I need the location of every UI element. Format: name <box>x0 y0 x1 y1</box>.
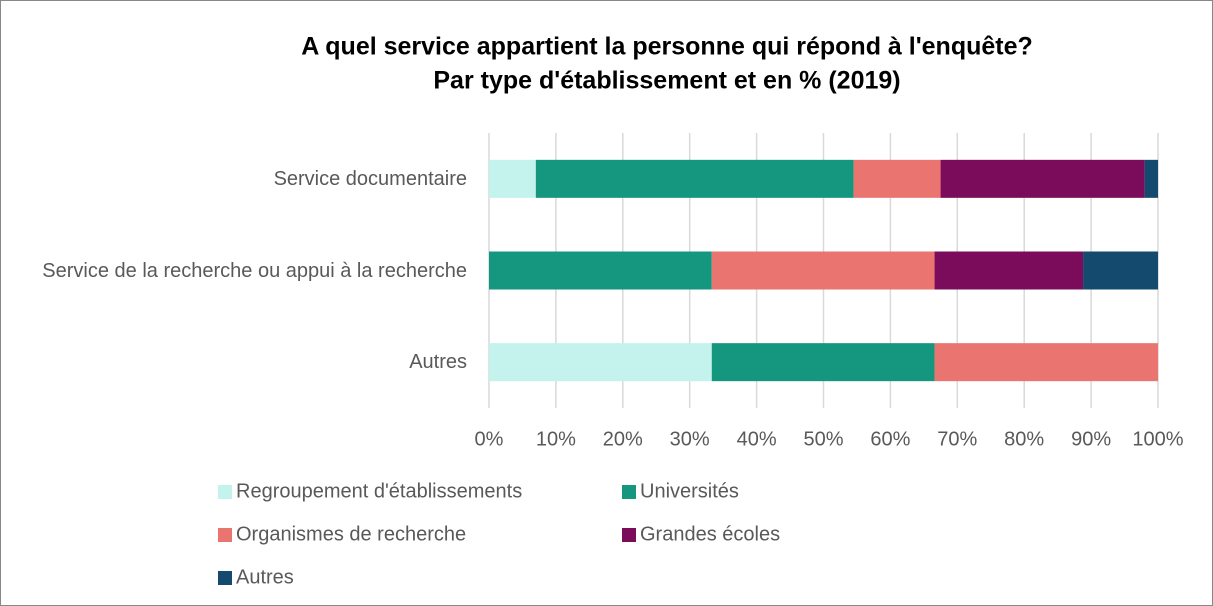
bar-segment <box>934 343 1158 382</box>
x-tick-label: 80% <box>1004 428 1044 450</box>
legend-swatch <box>218 528 232 542</box>
bar-segment <box>853 159 941 198</box>
legend-swatch <box>622 485 636 499</box>
bar-segment <box>1083 251 1158 290</box>
legend-swatch <box>622 528 636 542</box>
chart-title: A quel service appartient la personne qu… <box>301 33 1033 61</box>
bar-segment <box>489 159 536 198</box>
bar-segment <box>711 251 935 290</box>
bar-segment <box>711 343 935 382</box>
x-tick-label: 50% <box>803 428 843 450</box>
x-tick-label: 100% <box>1132 428 1183 450</box>
x-tick-label: 40% <box>737 428 777 450</box>
legend-label: Autres <box>236 566 294 588</box>
x-tick-label: 70% <box>937 428 977 450</box>
legend-swatch <box>218 571 232 585</box>
legend-label: Organismes de recherche <box>236 523 466 545</box>
legend-swatch <box>218 485 232 499</box>
bar-segment <box>1144 159 1158 198</box>
chart-subtitle: Par type d'établissement et en % (2019) <box>433 67 900 95</box>
bar-segment <box>940 159 1145 198</box>
bar-segment <box>535 159 854 198</box>
y-tick-label: Autres <box>409 351 467 374</box>
bar-segment <box>489 343 712 382</box>
x-tick-label: 10% <box>536 428 576 450</box>
x-tick-label: 0% <box>475 428 504 450</box>
legend-label: Universités <box>640 480 739 502</box>
y-tick-label: Service documentaire <box>273 167 467 190</box>
x-tick-label: 20% <box>603 428 643 450</box>
legend-label: Grandes écoles <box>640 523 780 545</box>
legend-label: Regroupement d'établissements <box>236 480 522 502</box>
x-tick-label: 30% <box>670 428 710 450</box>
x-tick-label: 60% <box>870 428 910 450</box>
bar-segment <box>489 251 712 290</box>
x-tick-label: 90% <box>1071 428 1111 450</box>
bar-segment <box>934 251 1084 290</box>
y-tick-label: Service de la recherche ou appui à la re… <box>42 259 467 282</box>
